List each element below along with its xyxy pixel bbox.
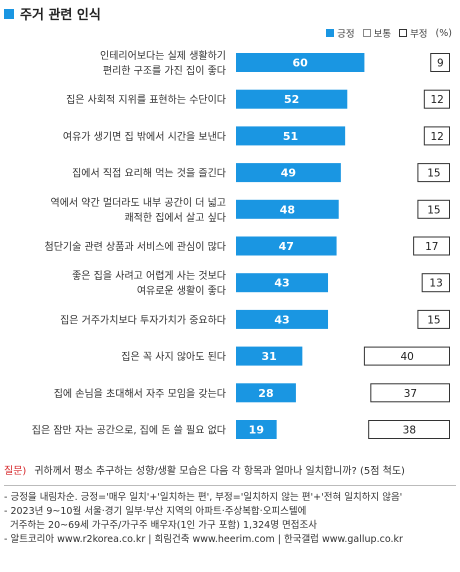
legend-negative: 부정	[399, 26, 428, 40]
value-label-positive: 43	[274, 313, 289, 326]
category-label: 인테리어보다는 실제 생활하기	[100, 49, 226, 62]
bar-positive	[236, 53, 365, 72]
legend-negative-swatch	[399, 29, 408, 37]
value-label-positive: 49	[281, 167, 296, 180]
footer-note-2: - 2023년 9~10월 서울·경기 일부·부산 지역의 아파트·주상복합·오…	[4, 506, 307, 517]
value-label-positive: 48	[280, 203, 295, 216]
question: 질문) 귀하께서 평소 추구하는 성향/생활 모습은 다음 각 항목과 얼마나 …	[4, 462, 456, 477]
category-label: 집에서 직접 요리해 먹는 것을 즐긴다	[72, 167, 226, 180]
chart-title: 주거 관련 인식	[4, 4, 101, 23]
bar-positive	[236, 163, 341, 183]
bar-positive	[236, 346, 303, 366]
legend-unit: (%)	[435, 27, 452, 39]
bar-positive	[236, 383, 296, 403]
value-label-positive: 47	[279, 240, 294, 253]
bar-positive	[236, 126, 346, 146]
value-label-positive: 60	[293, 57, 309, 70]
legend-positive: 긍정	[326, 26, 355, 40]
legend-positive-swatch	[326, 29, 335, 37]
value-label-negative: 12	[430, 94, 443, 106]
value-label-negative: 9	[437, 58, 444, 70]
footer-note-3: 거주하는 20~69세 가구주/가구주 배우자(1인 가구 포함) 1,324명…	[4, 520, 317, 531]
bar-positive	[236, 309, 329, 329]
value-label-negative: 37	[404, 388, 417, 400]
bar-negative	[417, 163, 450, 183]
bar-negative	[370, 383, 451, 403]
value-label-positive: 31	[262, 350, 277, 363]
value-label-negative: 12	[430, 131, 443, 143]
category-label: 집은 거주가치보다 투자가치가 중요하다	[60, 313, 226, 326]
category-label: 좋은 집을 사려고 어렵게 사는 것보다	[72, 269, 226, 282]
value-label-negative: 15	[427, 168, 440, 180]
value-label-negative: 40	[401, 351, 414, 363]
bar-positive	[236, 273, 329, 293]
value-label-negative: 38	[403, 425, 416, 437]
value-label-positive: 52	[284, 93, 299, 106]
value-label-positive: 43	[274, 277, 289, 290]
question-label: 질문)	[4, 466, 27, 477]
title-text: 주거 관련 인식	[20, 8, 101, 23]
bar-negative	[430, 53, 450, 72]
legend: 긍정 보통 부정 (%)	[326, 26, 452, 40]
value-label-positive: 28	[258, 387, 273, 400]
bar-negative	[423, 89, 451, 109]
footer: 질문) 귀하께서 평소 추구하는 성향/생활 모습은 다음 각 항목과 얼마나 …	[4, 462, 456, 547]
bar-negative	[368, 420, 450, 439]
bar-negative	[417, 199, 450, 219]
bar-positive	[236, 199, 339, 219]
bar-negative	[417, 309, 450, 329]
bar-negative	[423, 126, 451, 146]
category-label: 집은 사회적 지위를 표현하는 수단이다	[66, 93, 226, 106]
category-label: 집은 꼭 사지 않아도 된다	[121, 351, 226, 363]
value-label-negative: 13	[429, 278, 442, 290]
legend-neutral: 보통	[362, 26, 391, 40]
category-label: 역에서 약간 멀더라도 내부 공간이 더 넓고	[51, 196, 226, 209]
value-label-positive: 19	[249, 424, 264, 437]
value-label-positive: 51	[283, 130, 298, 143]
footer-divider	[4, 485, 456, 486]
category-label: 여유로운 생활이 좋다	[137, 284, 226, 297]
question-text: 귀하께서 평소 추구하는 성향/생활 모습은 다음 각 항목과 얼마나 일치합니…	[34, 466, 405, 477]
category-label: 첨단기술 관련 상품과 서비스에 관심이 많다	[45, 241, 227, 253]
value-label-negative: 15	[427, 314, 440, 326]
bar-positive	[236, 420, 277, 439]
category-label: 편리한 구조를 가진 집이 좋다	[103, 65, 226, 77]
category-label: 쾌적한 집에서 살고 싶다	[124, 212, 226, 224]
footer-note-4: - 알트코리아 www.r2korea.co.kr | 희림건축 www.hee…	[4, 534, 403, 545]
bar-positive	[236, 89, 348, 109]
bar-negative	[421, 273, 450, 293]
legend-neutral-swatch	[362, 29, 371, 37]
value-label-negative: 15	[427, 204, 440, 216]
category-label: 집에 손님을 초대해서 자주 모임을 갖는다	[54, 387, 226, 400]
bar-negative	[413, 236, 450, 256]
category-label: 여유가 생기면 집 밖에서 시간을 보낸다	[63, 131, 226, 143]
category-label: 집은 잠만 자는 공간으로, 집에 돈 쓸 필요 없다	[32, 424, 226, 437]
bar-positive	[236, 236, 337, 256]
footer-note-1: - 긍정을 내림차순. 긍정='매우 일치'+'일치하는 편', 부정='일치하…	[4, 492, 403, 503]
bar-negative	[363, 346, 450, 366]
title-marker	[4, 8, 14, 19]
value-label-negative: 17	[425, 241, 438, 253]
